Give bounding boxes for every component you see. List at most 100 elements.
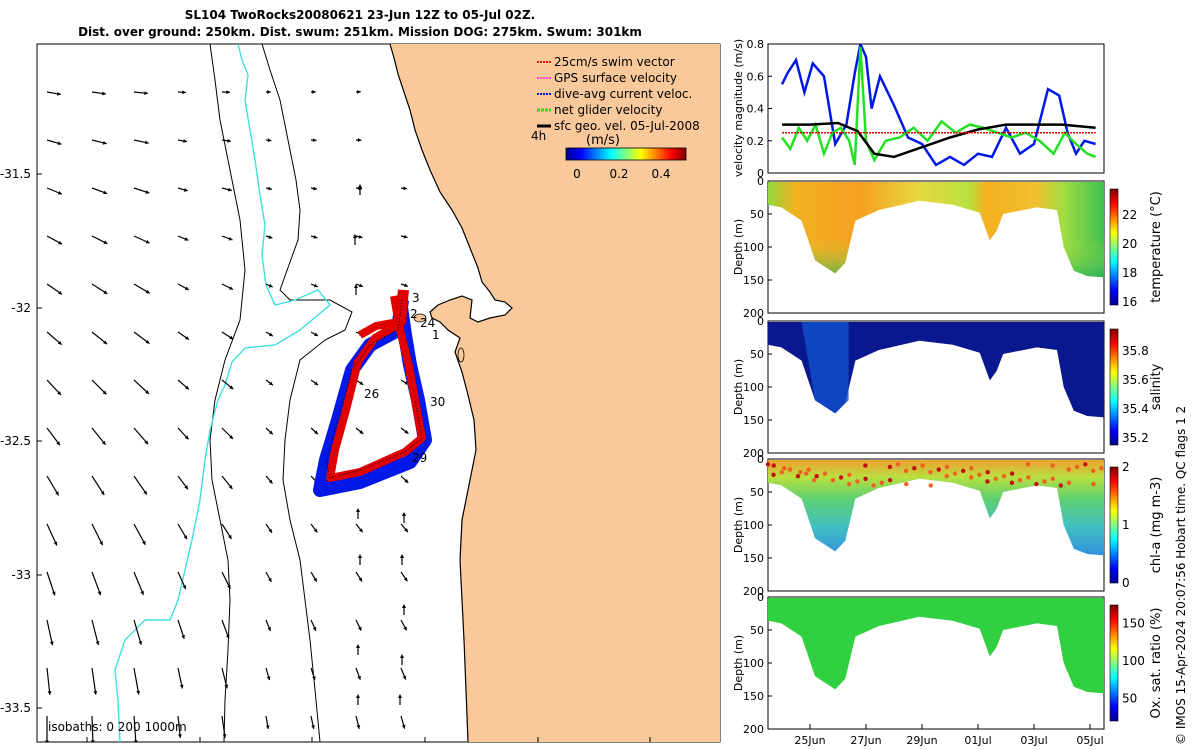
current-arrow-head — [357, 89, 361, 94]
chl-dot — [904, 481, 909, 487]
chl-dot — [985, 479, 990, 484]
velocity-y-tick-label: 0.2 — [747, 135, 765, 148]
depth-tick-label: 200 — [743, 585, 764, 598]
depth-tick-label: 100 — [743, 519, 764, 532]
depth-tick-label: 150 — [743, 274, 764, 287]
current-arrow-head — [268, 332, 273, 337]
day-label: 29 — [412, 451, 427, 465]
chl-dot — [830, 477, 836, 483]
current-arrow-head — [404, 429, 409, 434]
colorbar-tick-label: 35.6 — [1122, 373, 1149, 387]
current-arrow-head — [57, 391, 61, 395]
current-arrow-shaft — [133, 667, 140, 695]
colorbar-tick-label: 35.8 — [1122, 344, 1149, 358]
chl-dot — [846, 481, 852, 487]
current-arrow-head — [140, 590, 144, 595]
section-colorbar — [1109, 466, 1119, 584]
current-arrow-head — [266, 676, 271, 681]
chl-dot — [895, 462, 901, 467]
chl-dot — [863, 476, 868, 481]
colorbar-tick-label: 2 — [1122, 460, 1130, 474]
current-arrow-head — [182, 585, 187, 590]
day-label: 26 — [364, 387, 379, 401]
chl-dot — [1050, 463, 1055, 468]
current-arrow-head — [313, 528, 318, 533]
chl-dot — [944, 464, 950, 470]
chl-dot — [952, 471, 958, 476]
chl-dot — [1009, 480, 1015, 485]
depth-tick-label: 200 — [743, 447, 764, 460]
current-arrow-head — [101, 440, 106, 445]
current-arrow-head — [56, 91, 61, 96]
current-arrow-head — [268, 479, 273, 484]
depth-tick-label: 100 — [743, 241, 764, 254]
current-arrow-shaft — [133, 571, 145, 596]
chl-dot — [928, 483, 933, 488]
current-arrow-head — [228, 534, 232, 539]
current-arrow-head — [403, 577, 408, 582]
colorbar-tick-label: 20 — [1122, 237, 1137, 251]
chl-dot — [855, 479, 860, 484]
current-arrow-head — [99, 541, 103, 546]
colorbar-tick-label: 100 — [1122, 654, 1145, 668]
glider-track — [313, 289, 432, 497]
island — [413, 313, 427, 323]
current-arrow-head — [354, 284, 358, 288]
chl-dot — [969, 475, 974, 480]
depth-axis-label: Depth (m) — [732, 359, 745, 415]
current-arrow-shaft — [221, 715, 226, 738]
current-arrow-head — [227, 187, 232, 192]
depth-tick-label: 100 — [743, 381, 764, 394]
current-arrow-head — [358, 184, 362, 188]
current-arrow-head — [55, 491, 59, 496]
depth-tick-label: 0 — [757, 591, 764, 604]
current-arrow-head — [403, 186, 408, 191]
current-arrow-head — [145, 339, 150, 344]
current-arrow-head — [57, 340, 62, 345]
current-arrow-head — [181, 634, 185, 639]
current-arrow-head — [145, 239, 150, 244]
chl-dot — [765, 462, 771, 467]
swim-vector-track — [326, 289, 426, 482]
chl-dot — [795, 473, 801, 479]
current-arrow-head — [229, 385, 234, 390]
current-arrow-head — [267, 627, 271, 632]
current-arrow-head — [400, 654, 404, 658]
current-arrow-head — [185, 385, 189, 390]
current-arrow-head — [400, 554, 404, 558]
current-arrow-head — [58, 290, 63, 295]
chl-dot — [993, 476, 998, 481]
colorbar-title: (m/s) — [586, 133, 620, 148]
current-arrow-head — [402, 512, 406, 516]
current-arrow-head — [268, 186, 272, 191]
depth-tick-label: 50 — [750, 624, 764, 637]
current-arrow-head — [403, 234, 408, 239]
current-arrow-head — [359, 381, 364, 385]
current-arrow-head — [398, 694, 402, 698]
current-arrow-head — [267, 90, 271, 94]
current-arrow-head — [268, 528, 273, 533]
figure-title-line2: Dist. over ground: 250km. Dist. swum: 25… — [78, 25, 642, 39]
chl-dot — [771, 463, 776, 468]
map-x-tick-label: 115 — [301, 748, 324, 750]
current-arrow-head — [356, 508, 360, 512]
chl-dot — [1066, 480, 1072, 485]
colorbar-tick-label: 1 — [1122, 518, 1130, 532]
chl-dot — [814, 473, 819, 479]
current-arrow-head — [267, 138, 272, 143]
chl-dot — [879, 480, 885, 485]
current-arrow-head — [268, 381, 273, 386]
current-arrow-head — [144, 440, 149, 445]
chl-dot — [1099, 466, 1104, 471]
chl-dot — [782, 466, 787, 471]
current-arrow-head — [93, 690, 98, 695]
current-arrow-head — [358, 554, 362, 558]
figure-title-line1: SL104 TwoRocks20080621 23-Jun 12Z to 05-… — [184, 8, 536, 22]
current-arrow-head — [103, 240, 108, 244]
current-arrow-head — [100, 491, 105, 496]
current-arrow-head — [226, 90, 230, 95]
velocity-y-tick-label: 0 — [757, 167, 764, 180]
